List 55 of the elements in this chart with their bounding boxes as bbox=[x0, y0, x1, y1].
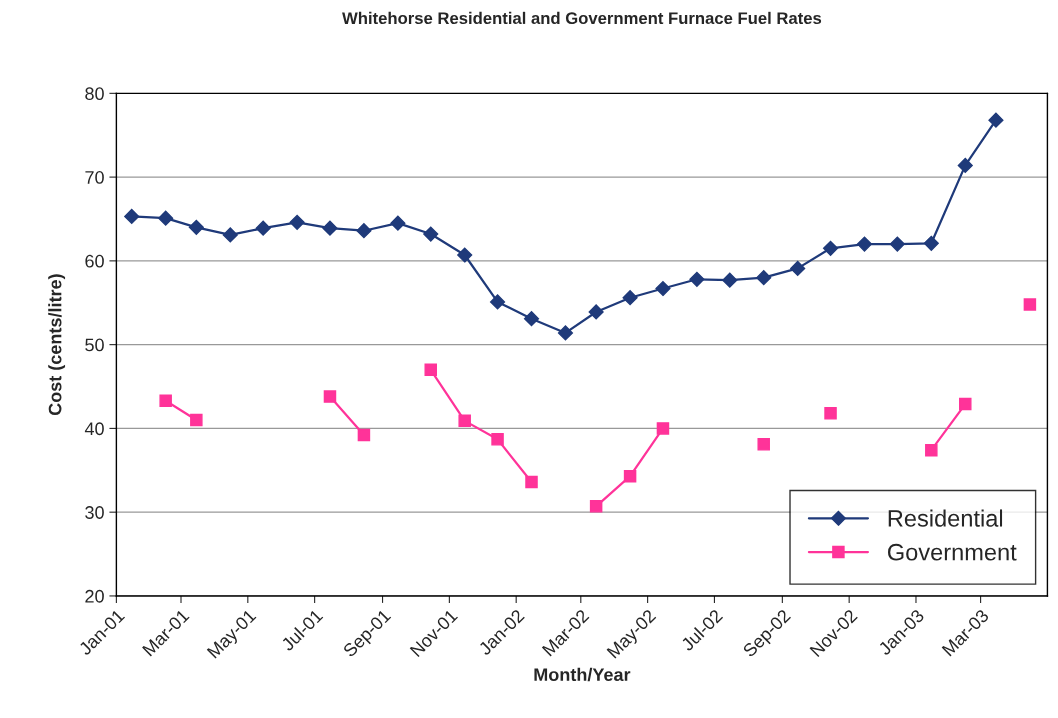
point bbox=[491, 433, 504, 446]
point bbox=[757, 438, 770, 451]
point bbox=[925, 443, 938, 457]
point bbox=[188, 219, 204, 235]
point bbox=[190, 413, 203, 427]
point bbox=[824, 407, 837, 420]
point bbox=[390, 215, 406, 231]
point bbox=[357, 428, 371, 442]
point bbox=[124, 208, 140, 225]
point bbox=[822, 240, 839, 256]
point bbox=[523, 311, 540, 327]
y-tick-label: 30 bbox=[85, 506, 104, 519]
legend-label: Government bbox=[888, 543, 1017, 561]
point bbox=[622, 290, 638, 306]
point bbox=[557, 325, 574, 341]
y-tick-label: 70 bbox=[85, 171, 104, 184]
y-tick-label: 60 bbox=[85, 254, 104, 268]
point bbox=[689, 271, 705, 287]
point bbox=[525, 475, 538, 489]
y-tick-label: 80 bbox=[85, 87, 104, 101]
point bbox=[458, 414, 471, 428]
point bbox=[1023, 298, 1037, 311]
legend-label: Residential bbox=[888, 509, 1003, 527]
point bbox=[158, 210, 174, 226]
point bbox=[756, 270, 772, 286]
point bbox=[588, 304, 604, 320]
point bbox=[856, 236, 873, 252]
point bbox=[222, 227, 238, 243]
point bbox=[489, 294, 506, 310]
point bbox=[356, 223, 372, 239]
point bbox=[323, 390, 337, 403]
y-tick-label: 50 bbox=[85, 338, 104, 352]
point bbox=[790, 260, 806, 276]
point bbox=[889, 236, 905, 252]
point bbox=[289, 214, 305, 230]
point bbox=[159, 394, 172, 408]
y-tick-label: 40 bbox=[84, 422, 104, 436]
point bbox=[722, 272, 738, 288]
point bbox=[589, 500, 603, 513]
point bbox=[656, 422, 670, 435]
point bbox=[957, 157, 973, 173]
point bbox=[423, 226, 439, 242]
point bbox=[988, 112, 1004, 128]
chart-title: Whitehorse Residential and Government Furnace Fuel Rates bbox=[342, 11, 822, 25]
point bbox=[322, 220, 338, 236]
point bbox=[923, 235, 939, 251]
point bbox=[655, 280, 671, 297]
point bbox=[255, 220, 271, 236]
point bbox=[457, 247, 473, 263]
y-axis-title: Cost (cents/litre) bbox=[48, 274, 66, 416]
point bbox=[623, 469, 637, 483]
point bbox=[959, 397, 972, 411]
x-axis-title: Month/Year bbox=[534, 667, 631, 682]
point bbox=[424, 363, 437, 377]
y-tick-label: 20 bbox=[85, 589, 104, 603]
